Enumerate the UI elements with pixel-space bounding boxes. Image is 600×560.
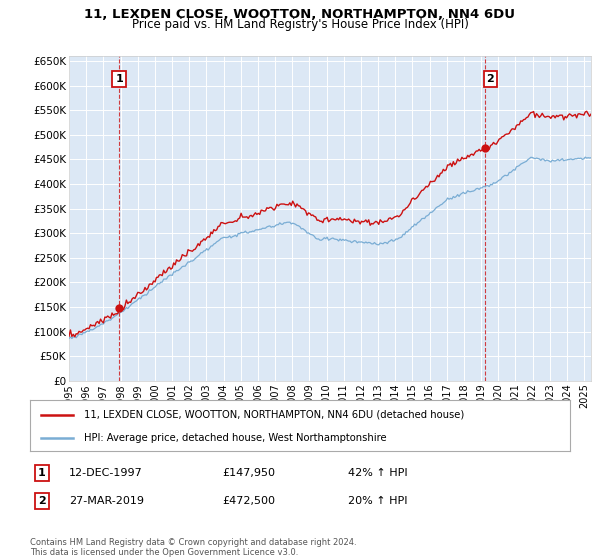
Text: 1: 1 xyxy=(115,74,123,84)
Text: 12-DEC-1997: 12-DEC-1997 xyxy=(69,468,143,478)
Text: £147,950: £147,950 xyxy=(222,468,275,478)
Text: 42% ↑ HPI: 42% ↑ HPI xyxy=(348,468,407,478)
Text: HPI: Average price, detached house, West Northamptonshire: HPI: Average price, detached house, West… xyxy=(84,433,386,443)
Text: 2: 2 xyxy=(38,496,46,506)
Text: 2: 2 xyxy=(487,74,494,84)
Text: Price paid vs. HM Land Registry's House Price Index (HPI): Price paid vs. HM Land Registry's House … xyxy=(131,18,469,31)
Text: 11, LEXDEN CLOSE, WOOTTON, NORTHAMPTON, NN4 6DU: 11, LEXDEN CLOSE, WOOTTON, NORTHAMPTON, … xyxy=(85,8,515,21)
Text: 1: 1 xyxy=(38,468,46,478)
Text: 20% ↑ HPI: 20% ↑ HPI xyxy=(348,496,407,506)
Text: 11, LEXDEN CLOSE, WOOTTON, NORTHAMPTON, NN4 6DU (detached house): 11, LEXDEN CLOSE, WOOTTON, NORTHAMPTON, … xyxy=(84,409,464,419)
Text: 27-MAR-2019: 27-MAR-2019 xyxy=(69,496,144,506)
Text: Contains HM Land Registry data © Crown copyright and database right 2024.
This d: Contains HM Land Registry data © Crown c… xyxy=(30,538,356,557)
Text: £472,500: £472,500 xyxy=(222,496,275,506)
